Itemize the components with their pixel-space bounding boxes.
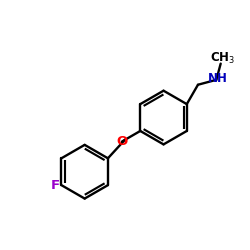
Text: F: F (51, 179, 60, 192)
Text: O: O (116, 135, 128, 148)
Text: NH: NH (208, 72, 228, 85)
Text: CH$_3$: CH$_3$ (210, 50, 235, 66)
